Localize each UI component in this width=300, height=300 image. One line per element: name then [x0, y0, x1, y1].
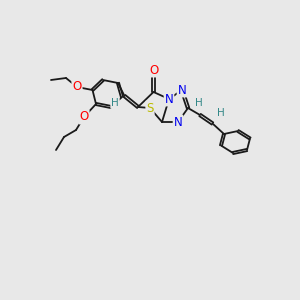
- Text: H: H: [111, 98, 119, 108]
- Text: N: N: [178, 83, 186, 97]
- Text: H: H: [217, 107, 225, 118]
- Text: S: S: [146, 101, 154, 115]
- Text: O: O: [149, 64, 158, 76]
- Text: O: O: [80, 110, 88, 124]
- Text: H: H: [195, 98, 203, 107]
- Text: O: O: [72, 80, 82, 94]
- Text: N: N: [165, 92, 173, 106]
- Text: N: N: [174, 116, 182, 128]
